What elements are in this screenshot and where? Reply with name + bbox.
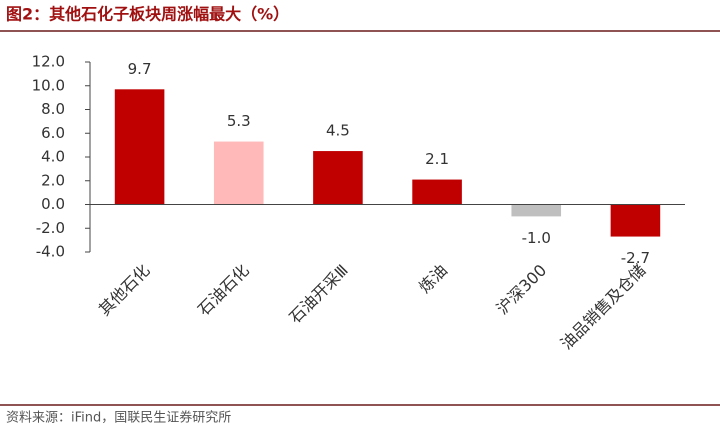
y-tick-label: -2.0 xyxy=(36,219,65,237)
y-tick-label: -4.0 xyxy=(36,243,65,261)
bar xyxy=(412,179,462,205)
source-note: 资料来源：iFind，国联民生证券研究所 xyxy=(6,410,231,426)
x-tick-label: 沪深300 xyxy=(493,261,551,319)
x-tick-label: 炼油 xyxy=(415,261,451,297)
data-label: 9.7 xyxy=(128,60,152,78)
x-tick-label: 石油开采Ⅲ xyxy=(285,261,352,328)
data-label: 4.5 xyxy=(326,122,350,140)
y-tick-label: 2.0 xyxy=(41,171,65,189)
y-tick-label: 6.0 xyxy=(41,124,65,142)
data-label: 2.1 xyxy=(425,150,449,168)
bar xyxy=(511,204,562,217)
y-tick-label: 8.0 xyxy=(41,100,65,118)
data-label: -1.0 xyxy=(522,229,551,247)
y-tick-label: 12.0 xyxy=(32,53,65,71)
chart-title: 图2：其他石化子板块周涨幅最大（%） xyxy=(6,5,289,24)
bar xyxy=(610,204,661,237)
data-label: 5.3 xyxy=(227,112,251,130)
x-tick-label: 石油石化 xyxy=(194,261,253,320)
bar xyxy=(114,89,165,205)
x-tick-label: 油品销售及仓储 xyxy=(557,261,650,354)
y-tick-label: 10.0 xyxy=(32,76,65,94)
bar xyxy=(313,151,363,205)
data-label: -2.7 xyxy=(621,249,650,267)
bar xyxy=(213,141,264,205)
y-tick-label: 4.0 xyxy=(41,148,65,166)
y-tick-label: 0.0 xyxy=(41,195,65,213)
x-tick-label: 其他石化 xyxy=(95,261,154,320)
